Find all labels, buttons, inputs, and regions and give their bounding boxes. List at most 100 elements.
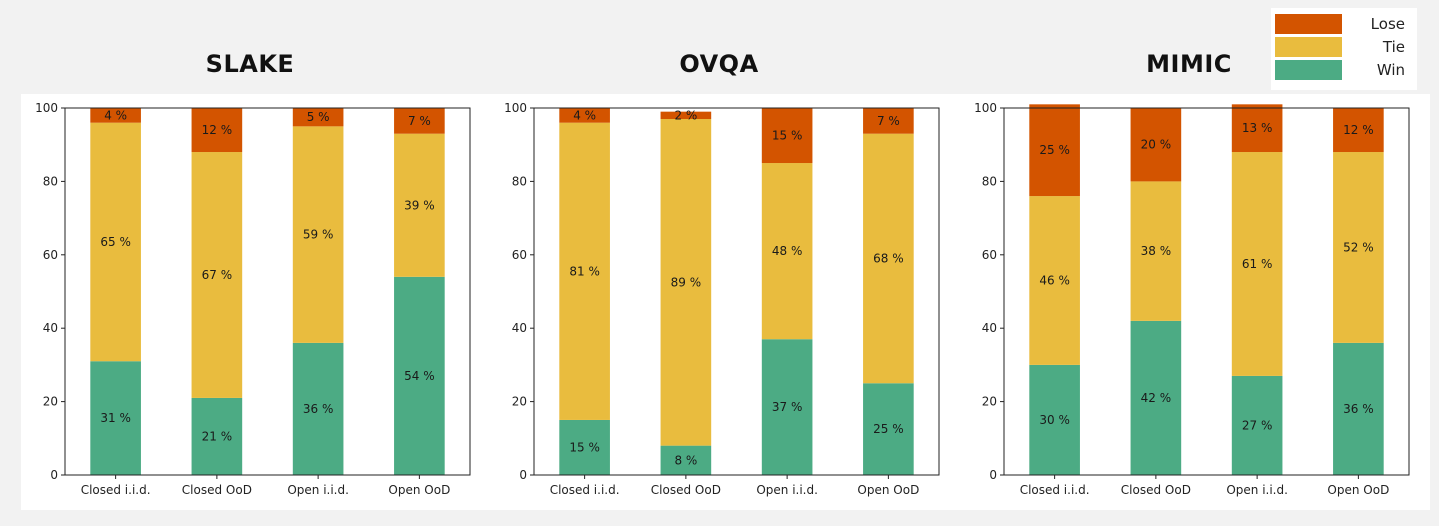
- data-label-mimic-closed-ood-win: 42 %: [1141, 391, 1172, 405]
- data-label-mimic-open-ood-lose: 12 %: [1343, 123, 1374, 137]
- data-label-ovqa-closed-i-i-d-lose: 4 %: [573, 108, 596, 122]
- x-tick-label-slake-open-i-i-d: Open i.i.d.: [287, 483, 349, 497]
- legend-item-lose: Lose: [1271, 13, 1417, 35]
- legend-swatch-win: [1275, 60, 1342, 80]
- y-tick-label-slake-20: 20: [43, 395, 58, 409]
- x-tick-label-slake-open-ood: Open OoD: [388, 483, 450, 497]
- data-label-mimic-closed-i-i-d-win: 30 %: [1039, 413, 1070, 427]
- bar-mimic-open-i-i-d-tie: [1231, 152, 1283, 376]
- data-label-slake-open-ood-win: 54 %: [404, 369, 435, 383]
- data-label-mimic-open-i-i-d-lose: 13 %: [1242, 121, 1273, 135]
- x-tick-label-ovqa-open-ood: Open OoD: [857, 483, 919, 497]
- data-label-mimic-open-i-i-d-tie: 61 %: [1242, 257, 1273, 271]
- data-label-mimic-closed-i-i-d-lose: 25 %: [1039, 143, 1070, 157]
- bar-ovqa-closed-ood-tie: [660, 119, 712, 446]
- data-label-ovqa-closed-ood-lose: 2 %: [674, 108, 697, 122]
- bar-slake-closed-i-i-d-lose: [90, 108, 141, 123]
- data-label-ovqa-open-i-i-d-tie: 48 %: [772, 244, 803, 258]
- y-tick-label-ovqa-40: 40: [512, 321, 527, 335]
- bar-mimic-closed-ood-tie: [1130, 181, 1182, 321]
- bar-ovqa-open-ood-win: [863, 383, 914, 475]
- bar-ovqa-closed-i-i-d-win: [559, 419, 610, 475]
- chart-panel-slake: 31 % 65 % 4 % 21 % 67 % 12 % 36 % 59 % 5 % 54 % 39…: [21, 94, 491, 510]
- data-label-mimic-open-i-i-d-win: 27 %: [1242, 418, 1273, 432]
- legend-swatch-lose: [1275, 14, 1342, 34]
- bar-ovqa-open-ood-tie: [863, 133, 914, 384]
- legend: Lose Tie Win: [1271, 8, 1417, 90]
- bar-slake-open-ood-lose: [394, 108, 445, 134]
- y-tick-label-slake-100: 100: [35, 101, 58, 115]
- y-tick-label-mimic-0: 0: [989, 468, 997, 482]
- y-tick-label-mimic-40: 40: [982, 321, 997, 335]
- data-label-ovqa-open-ood-lose: 7 %: [877, 114, 900, 128]
- y-tick-label-ovqa-60: 60: [512, 248, 527, 262]
- bar-mimic-open-ood-tie: [1333, 152, 1384, 343]
- chart-title-ovqa: OVQA: [679, 50, 759, 78]
- bar-slake-open-ood-win: [394, 276, 445, 475]
- data-label-slake-open-i-i-d-win: 36 %: [303, 402, 334, 416]
- x-tick-label-mimic-closed-ood: Closed OoD: [1121, 483, 1191, 497]
- axes-frame-slake: [64, 107, 471, 476]
- bar-slake-open-i-i-d-win: [292, 342, 344, 475]
- data-label-slake-open-i-i-d-lose: 5 %: [307, 110, 330, 124]
- data-label-ovqa-open-ood-win: 25 %: [873, 422, 904, 436]
- y-tick-label-mimic-80: 80: [982, 174, 997, 188]
- bar-mimic-open-i-i-d-win: [1231, 375, 1283, 475]
- bar-ovqa-open-ood-lose: [863, 108, 914, 134]
- legend-label-tie: Tie: [1382, 38, 1405, 56]
- data-label-mimic-open-ood-win: 36 %: [1343, 402, 1374, 416]
- y-tick-label-ovqa-100: 100: [504, 101, 527, 115]
- y-tick-label-ovqa-20: 20: [512, 395, 527, 409]
- data-label-slake-closed-ood-lose: 12 %: [202, 123, 233, 137]
- y-tick-label-slake-60: 60: [43, 248, 58, 262]
- data-label-slake-closed-ood-win: 21 %: [202, 429, 233, 443]
- legend-label-lose: Lose: [1370, 15, 1405, 33]
- data-label-ovqa-closed-ood-win: 8 %: [674, 453, 697, 467]
- chart-svg-slake: 31 % 65 % 4 % 21 % 67 % 12 % 36 % 59 % 5 % 54 % 39…: [35, 101, 471, 497]
- bar-slake-closed-ood-tie: [191, 152, 243, 398]
- y-tick-label-slake-40: 40: [43, 321, 58, 335]
- legend-item-tie: Tie: [1271, 36, 1417, 58]
- x-tick-label-ovqa-closed-i-i-d: Closed i.i.d.: [550, 483, 620, 497]
- chart-title-slake: SLAKE: [205, 50, 295, 78]
- data-label-ovqa-open-i-i-d-win: 37 %: [772, 400, 803, 414]
- axes-frame-ovqa: [533, 107, 940, 476]
- data-label-mimic-closed-i-i-d-tie: 46 %: [1039, 273, 1070, 287]
- data-label-ovqa-closed-ood-tie: 89 %: [671, 275, 702, 289]
- y-tick-label-mimic-20: 20: [982, 395, 997, 409]
- bar-ovqa-closed-i-i-d-tie: [559, 122, 610, 420]
- bar-slake-open-i-i-d-tie: [292, 126, 344, 343]
- data-label-ovqa-open-ood-tie: 68 %: [873, 251, 904, 265]
- bar-slake-closed-i-i-d-tie: [90, 122, 141, 362]
- bar-ovqa-open-i-i-d-lose: [761, 108, 813, 164]
- bar-mimic-closed-i-i-d-lose: [1029, 104, 1080, 197]
- data-label-slake-open-ood-lose: 7 %: [408, 114, 431, 128]
- legend-item-win: Win: [1271, 59, 1417, 81]
- y-tick-label-mimic-60: 60: [982, 248, 997, 262]
- y-tick-label-mimic-100: 100: [974, 101, 997, 115]
- axes-frame-mimic: [1003, 107, 1410, 476]
- bar-slake-closed-ood-lose: [191, 108, 243, 153]
- chart-panel-ovqa: 15 % 81 % 4 % 8 % 89 % 2 % 37 % 48 % 15 % 25 % 68 …: [490, 94, 960, 510]
- data-label-slake-closed-i-i-d-lose: 4 %: [104, 108, 127, 122]
- data-label-mimic-closed-ood-tie: 38 %: [1141, 244, 1172, 258]
- legend-label-win: Win: [1376, 61, 1405, 79]
- bar-mimic-open-ood-lose: [1333, 108, 1384, 153]
- bar-slake-open-i-i-d-lose: [292, 108, 344, 127]
- x-tick-label-mimic-closed-i-i-d: Closed i.i.d.: [1020, 483, 1090, 497]
- bar-ovqa-closed-ood-lose: [660, 111, 712, 120]
- data-label-ovqa-closed-i-i-d-win: 15 %: [569, 440, 600, 454]
- data-label-slake-closed-ood-tie: 67 %: [202, 268, 233, 282]
- data-label-slake-closed-i-i-d-win: 31 %: [100, 411, 131, 425]
- x-tick-label-slake-closed-i-i-d: Closed i.i.d.: [81, 483, 151, 497]
- y-tick-label-ovqa-80: 80: [512, 174, 527, 188]
- x-tick-label-ovqa-open-i-i-d: Open i.i.d.: [756, 483, 818, 497]
- y-tick-label-slake-80: 80: [43, 174, 58, 188]
- data-label-slake-open-i-i-d-tie: 59 %: [303, 228, 334, 242]
- x-tick-label-mimic-open-ood: Open OoD: [1327, 483, 1389, 497]
- data-label-ovqa-closed-i-i-d-tie: 81 %: [569, 264, 600, 278]
- bar-slake-closed-i-i-d-win: [90, 361, 141, 475]
- legend-swatch-tie: [1275, 37, 1342, 57]
- data-label-slake-open-ood-tie: 39 %: [404, 198, 435, 212]
- bar-mimic-closed-ood-lose: [1130, 108, 1182, 182]
